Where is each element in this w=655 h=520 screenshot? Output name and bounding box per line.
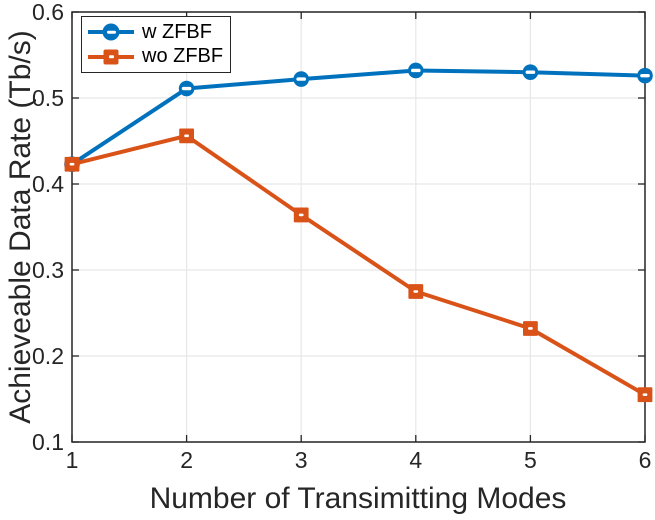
marker-gap xyxy=(413,290,419,293)
x-tick-label: 3 xyxy=(295,447,308,473)
legend-label: w ZFBF xyxy=(142,20,212,43)
marker-gap xyxy=(525,70,536,74)
marker-gap xyxy=(181,86,192,91)
marker-gap xyxy=(411,68,421,73)
marker-gap xyxy=(108,55,114,59)
x-tick-label: 4 xyxy=(409,447,422,473)
marker-gap xyxy=(528,327,533,330)
marker-gap xyxy=(106,30,116,34)
y-tick-label: 0.4 xyxy=(32,171,64,197)
legend-line-sample xyxy=(88,48,134,66)
x-tick-label: 6 xyxy=(639,447,652,473)
plot-box xyxy=(71,11,646,443)
legend-item-w-zfbf: w ZFBF xyxy=(88,20,224,45)
legend-label: wo ZFBF xyxy=(142,45,224,68)
legend-line-sample xyxy=(88,23,134,41)
x-tick-label: 1 xyxy=(66,447,79,473)
x-tick-label: 5 xyxy=(524,447,537,473)
x-axis-label: Number of Transimitting Modes xyxy=(149,482,567,515)
marker-gap xyxy=(69,162,75,166)
marker-gap xyxy=(298,213,304,217)
marker-gap xyxy=(296,77,306,81)
square-marker-icon xyxy=(103,49,119,65)
y-tick-label: 0.1 xyxy=(32,429,64,455)
marker-gap xyxy=(642,393,648,396)
marker-gap xyxy=(640,73,650,78)
legend: w ZFBF wo ZFBF xyxy=(81,16,231,73)
series-line-wo-zfbf xyxy=(71,133,647,397)
y-tick-label: 0.5 xyxy=(32,85,64,111)
x-tick-label: 2 xyxy=(180,447,193,473)
y-tick-label: 0.2 xyxy=(32,343,64,369)
series-line-w-zfbf xyxy=(70,68,646,166)
legend-item-wo-zfbf: wo ZFBF xyxy=(88,45,224,70)
y-tick-label: 0.6 xyxy=(32,0,64,25)
marker-gap xyxy=(184,134,189,138)
y-tick-label: 0.3 xyxy=(32,257,64,283)
circle-marker-icon xyxy=(102,23,120,41)
y-axis-label: Achieveable Data Rate (Tb/s) xyxy=(4,30,37,424)
